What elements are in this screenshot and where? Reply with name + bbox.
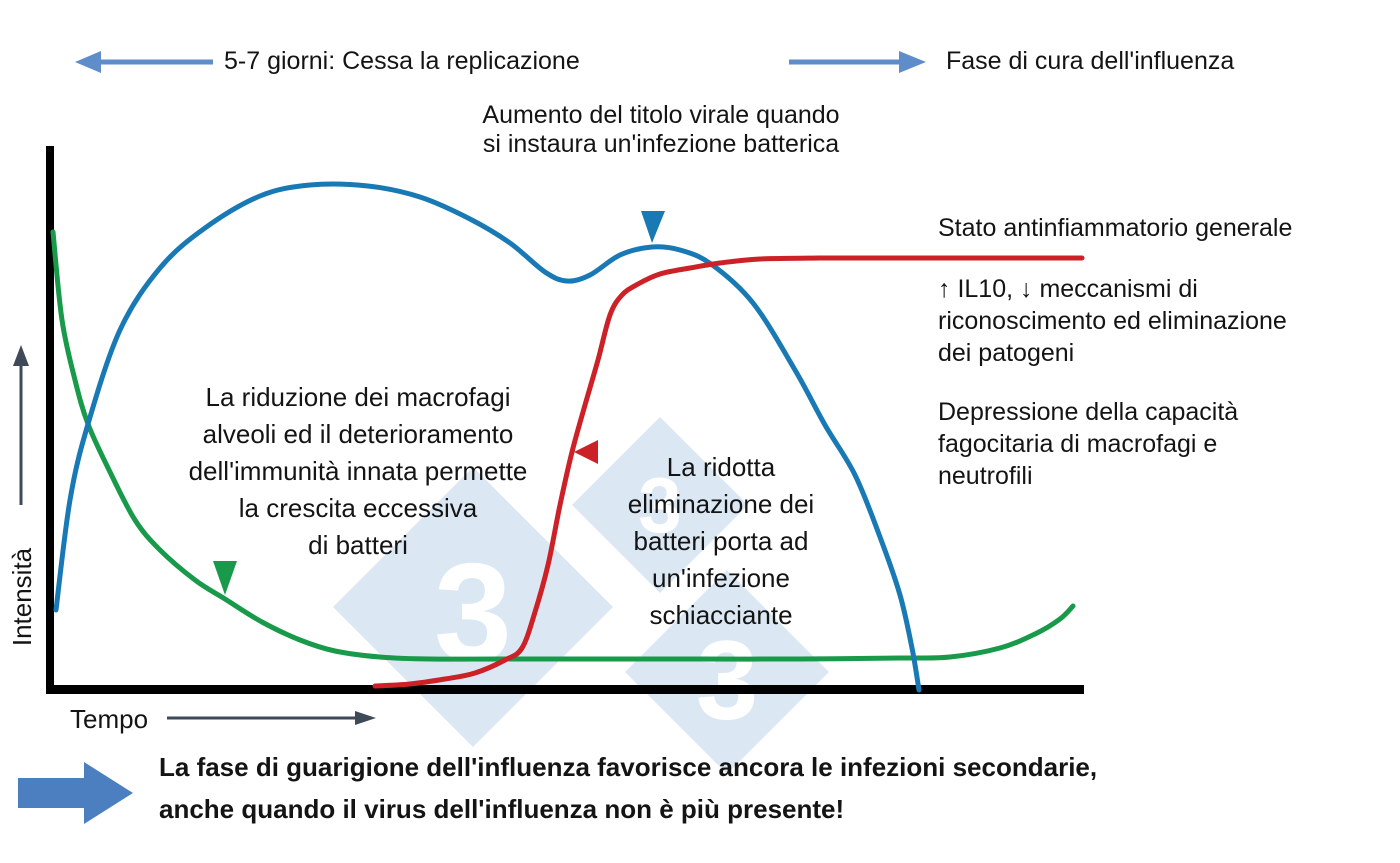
red-curve (372, 255, 1085, 689)
annotation-middle-line-5: schiacciante (649, 600, 793, 630)
x-axis (46, 685, 1084, 694)
header-right-arrow (789, 51, 926, 73)
annotation-left-line-4: la crescita eccessiva (238, 493, 478, 523)
annotation-right-depression-line-2: fagocitaria di macrofagi e (938, 430, 1218, 458)
intensity-axis-arrow (13, 345, 29, 505)
annotation-middle-line-3: batteri porta ad (633, 526, 809, 556)
y-axis-label: Intensità (7, 547, 37, 647)
header-right-arrow-head (899, 51, 926, 73)
header-left-arrow (75, 51, 213, 73)
curve-group (50, 181, 1085, 693)
chart-title-line-1: Aumento del titolo virale quando (482, 101, 840, 129)
annotation-middle-line-1: La ridotta (666, 452, 776, 482)
annotation-left: La riduzione dei macrofagi alveoli ed il… (140, 379, 576, 564)
footer-text-line-1: La fase di guarigione dell'influenza fav… (159, 752, 1098, 782)
annotation-middle: La ridotta eliminazione dei batteri port… (590, 449, 852, 634)
time-axis-arrow (167, 711, 376, 725)
annotation-right-depression: Depressione della capacità fagocitaria d… (938, 396, 1238, 492)
chart-title: Aumento del titolo virale quando si inst… (461, 101, 861, 159)
footer-text-line-2: anche quando il virus dell'influenza non… (159, 794, 845, 824)
annotation-right-depression-line-1: Depressione della capacità (938, 398, 1239, 426)
footer-block-arrow-icon (18, 762, 133, 824)
green-curve (50, 229, 1076, 662)
green-curve-pointer (213, 561, 237, 595)
annotation-right-il10-line-1: ↑ IL10, ↓ meccanismi di (938, 275, 1198, 303)
time-arrow-head (355, 711, 376, 725)
watermark-diamond-big (333, 467, 613, 747)
watermark-digit-small: 3 (638, 461, 681, 549)
curve-markers (213, 211, 665, 595)
watermark-digit-right: 3 (696, 618, 758, 743)
watermark-diamond-right (625, 570, 829, 774)
annotation-middle-line-4: un'infezione (652, 563, 790, 593)
annotation-left-line-5: di batteri (308, 530, 408, 560)
y-axis (46, 146, 54, 692)
blue-curve-pointer (641, 211, 665, 243)
watermark-diamond-small (572, 417, 748, 593)
header-left-label: 5-7 giorni: Cessa la replicazione (224, 47, 580, 75)
annotation-right-il10-line-2: riconoscimento ed eliminazione (938, 307, 1287, 335)
x-axis-label: Tempo (70, 704, 149, 734)
header-left-arrow-head (75, 51, 101, 73)
intensity-arrow-head (13, 345, 29, 366)
annotation-left-line-2: alveoli ed il deterioramento (202, 419, 514, 449)
chart-title-line-2: si instaura un'infezione batterica (482, 130, 840, 158)
header-right-label: Fase di cura dell'influenza (946, 47, 1235, 75)
annotation-left-line-1: La riduzione dei macrofagi (205, 382, 511, 412)
blue-curve (53, 181, 922, 693)
annotation-right-il10-line-3: dei patogeni (938, 339, 1075, 367)
annotation-right-depression-line-3: neutrofili (938, 462, 1033, 490)
annotation-right-il10: ↑ IL10, ↓ meccanismi di riconoscimento e… (938, 273, 1287, 369)
annotation-left-line-3: dell'immunità innata permette (188, 456, 528, 486)
annotation-middle-line-2: eliminazione dei (627, 489, 815, 519)
annotation-right-heading: Stato antinfiammatorio generale (938, 214, 1293, 242)
red-curve-pointer (574, 440, 598, 464)
